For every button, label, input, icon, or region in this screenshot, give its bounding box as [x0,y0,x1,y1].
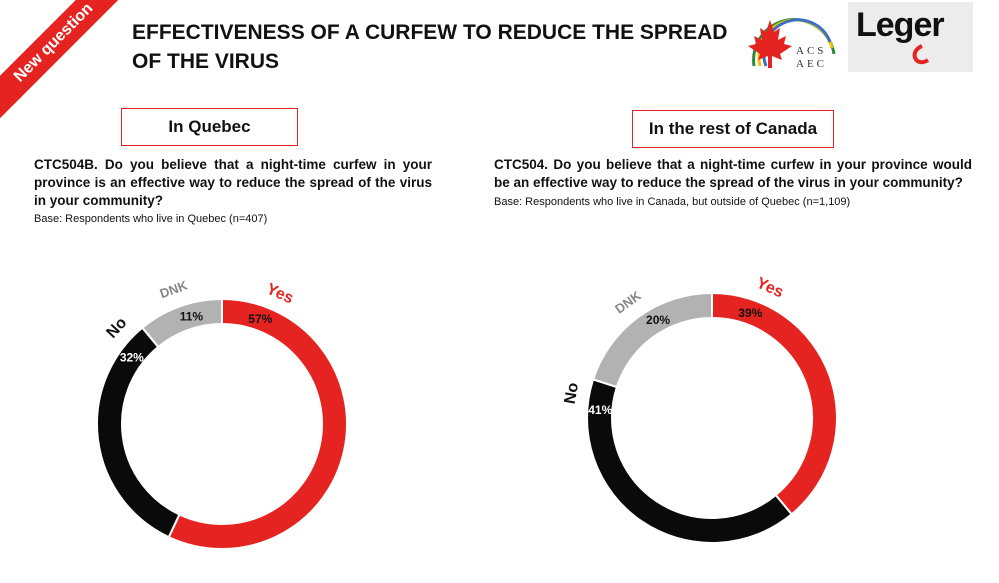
title-line-2: OF THE VIRUS [132,50,280,73]
quebec-category-label-dnk: DNK [158,277,190,301]
rest-of-canada-category-label-yes: Yes [754,275,786,302]
quebec-value-label-dnk: 11% [180,309,204,323]
quebec-value-label-yes: 57% [248,312,272,326]
page-title: EFFECTIVENESS OF A CURFEW TO REDUCE THE … [132,18,732,76]
leger-logo-mark [912,44,930,65]
rest-of-canada-base: Base: Respondents who live in Canada, bu… [494,196,851,208]
rest-of-canada-value-label-yes: 39% [738,306,762,320]
maple-leaf-icon [748,20,792,68]
quebec-question: CTC504B. Do you believe that a night-tim… [34,157,432,208]
rest-of-canada-label-box: In the rest of Canada [632,110,834,148]
rest-of-canada-category-label-no: No [562,381,583,405]
quebec-category-label-yes: Yes [264,281,296,308]
quebec-value-label-no: 32% [120,351,144,365]
leger-logo-text: Leger [856,6,945,44]
rest-of-canada-value-label-dnk: 20% [646,313,670,327]
quebec-slice-yes [167,297,348,550]
rest-of-canada-category-label-dnk: DNK [612,288,644,317]
rest-of-canada-slice-no [586,378,794,544]
quebec-category-label-no: No [103,314,130,341]
rest-of-canada-value-label-no: 41% [588,403,612,417]
quebec-donut-chart: 57% Yes 32% No 11% DNK [96,277,348,550]
logo-aec-text: AEC [796,58,827,70]
rest-of-canada-slice-dnk [591,291,713,389]
quebec-label-box: In Quebec [121,108,298,146]
quebec-base: Base: Respondents who live in Quebec (n=… [34,213,268,225]
acs-aec-logo: ACS AEC [748,18,836,70]
logo-acs-text: ACS [796,45,826,57]
rest-of-canada-slice-yes [711,291,838,516]
leger-logo: Leger [848,2,973,72]
rest-of-canada-question: CTC504. Do you believe that a night-time… [494,157,972,190]
rest-of-canada-donut-chart: 39% Yes 41% No 20%DNK [562,275,838,544]
title-line-1: EFFECTIVENESS OF A CURFEW TO REDUCE THE … [132,21,728,44]
new-question-badge: New question [0,0,136,125]
quebec-slice-dnk [140,297,223,349]
